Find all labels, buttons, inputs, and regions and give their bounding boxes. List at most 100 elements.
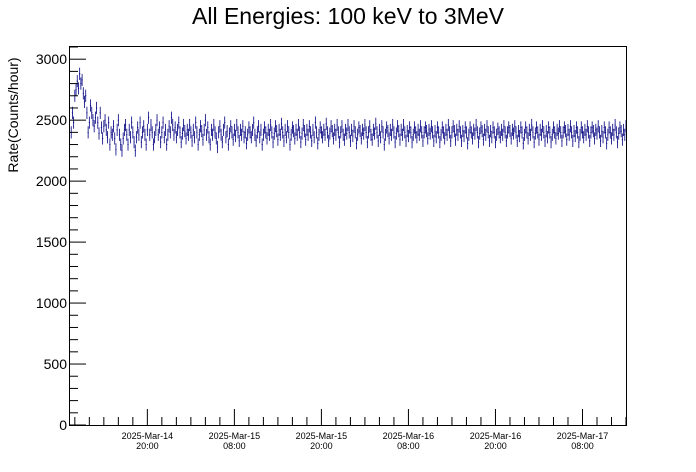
data-point bbox=[151, 126, 153, 139]
data-point bbox=[388, 132, 390, 145]
data-point bbox=[386, 121, 388, 134]
data-point bbox=[215, 132, 217, 145]
data-point bbox=[429, 127, 431, 140]
data-point bbox=[365, 126, 367, 139]
data-point bbox=[358, 121, 360, 134]
data-point bbox=[373, 127, 376, 140]
data-point bbox=[342, 128, 344, 141]
data-point bbox=[173, 128, 175, 141]
data-point bbox=[581, 126, 584, 139]
data-point bbox=[239, 123, 242, 137]
data-point bbox=[458, 120, 460, 133]
data-point bbox=[539, 123, 541, 137]
data-point bbox=[71, 106, 74, 119]
data-point bbox=[238, 134, 240, 147]
y-tick-label: 0 bbox=[59, 417, 67, 433]
data-point bbox=[470, 126, 472, 139]
data-point bbox=[191, 134, 193, 147]
data-point bbox=[166, 138, 168, 151]
data-point bbox=[117, 114, 119, 127]
data-point bbox=[533, 136, 535, 149]
data-point bbox=[260, 123, 262, 137]
data-point bbox=[309, 126, 312, 139]
data-point bbox=[380, 131, 382, 144]
data-point bbox=[257, 120, 260, 133]
data-point bbox=[526, 126, 528, 139]
data-point bbox=[176, 123, 179, 137]
data-point bbox=[548, 121, 550, 134]
data-point bbox=[457, 128, 459, 141]
data-point bbox=[330, 120, 332, 133]
data-point bbox=[488, 134, 491, 147]
data-point bbox=[591, 121, 593, 134]
data-point bbox=[502, 128, 504, 141]
data-point bbox=[270, 118, 272, 132]
data-point bbox=[440, 128, 442, 141]
data-point bbox=[614, 118, 616, 132]
data-point bbox=[204, 114, 206, 127]
data-point bbox=[160, 136, 162, 149]
data-point bbox=[603, 121, 605, 134]
data-point bbox=[557, 127, 559, 140]
data-point bbox=[158, 121, 161, 134]
data-point bbox=[514, 120, 516, 133]
data-point bbox=[410, 126, 412, 139]
data-point bbox=[467, 137, 469, 150]
data-point bbox=[454, 133, 457, 146]
data-point bbox=[462, 125, 464, 138]
data-point bbox=[169, 126, 171, 139]
data-point bbox=[137, 121, 139, 134]
x-tick-label-time: 20:00 bbox=[136, 441, 159, 451]
data-point bbox=[569, 120, 571, 133]
data-point bbox=[152, 138, 154, 151]
data-point bbox=[328, 134, 330, 147]
data-point bbox=[161, 126, 163, 139]
data-point bbox=[447, 118, 449, 132]
data-point bbox=[168, 120, 170, 133]
data-point bbox=[104, 114, 106, 127]
data-point bbox=[179, 126, 181, 139]
data-point bbox=[479, 127, 481, 140]
data-point bbox=[335, 128, 337, 141]
data-point bbox=[607, 128, 609, 141]
data-point bbox=[154, 131, 156, 144]
data-point bbox=[98, 127, 100, 140]
data-point bbox=[563, 121, 565, 134]
data-point bbox=[247, 128, 249, 141]
data-point bbox=[203, 123, 205, 137]
data-point bbox=[172, 118, 174, 132]
data-point bbox=[411, 136, 413, 149]
data-point bbox=[471, 132, 474, 145]
data-point bbox=[91, 106, 93, 119]
data-point bbox=[612, 123, 614, 137]
data-point bbox=[540, 128, 542, 141]
data-point bbox=[209, 138, 211, 151]
data-point bbox=[481, 125, 483, 138]
y-tick-label: 500 bbox=[44, 356, 68, 372]
data-point bbox=[371, 133, 373, 146]
data-point bbox=[313, 131, 315, 144]
data-point bbox=[360, 132, 362, 145]
data-point bbox=[435, 131, 437, 144]
data-point bbox=[485, 128, 487, 141]
y-tick-label: 3000 bbox=[36, 51, 67, 67]
data-point bbox=[499, 131, 501, 144]
data-point bbox=[404, 126, 406, 139]
data-point bbox=[511, 123, 513, 137]
data-point bbox=[600, 134, 602, 147]
data-point bbox=[198, 128, 200, 141]
data-point bbox=[450, 134, 452, 147]
data-point bbox=[375, 117, 377, 130]
data-point bbox=[208, 131, 210, 144]
data-point bbox=[277, 133, 279, 146]
data-point bbox=[344, 123, 347, 137]
data-point bbox=[157, 128, 159, 141]
data-point bbox=[544, 134, 546, 147]
data-point bbox=[230, 120, 232, 133]
data-point bbox=[406, 125, 408, 138]
data-point bbox=[322, 131, 324, 144]
data-point bbox=[97, 116, 99, 129]
data-point bbox=[357, 128, 359, 141]
data-point bbox=[554, 126, 556, 139]
data-point bbox=[517, 125, 520, 138]
